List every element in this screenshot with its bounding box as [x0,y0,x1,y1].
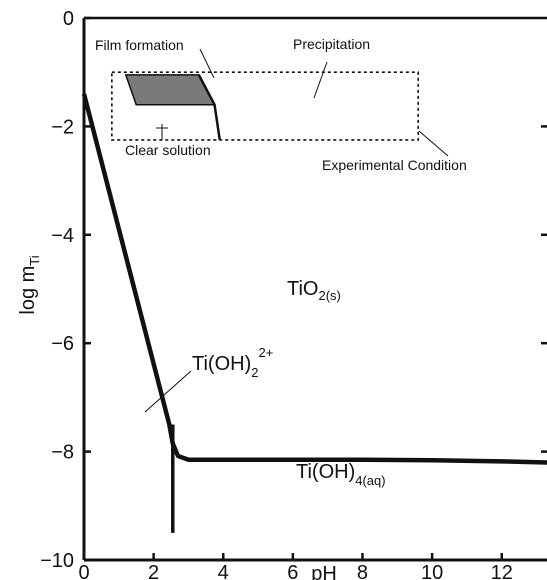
y-ticks: 0 −2 −4 −6 −8 −10 [40,8,91,572]
y-tick-label: −2 [51,116,74,138]
x-tick-label: 10 [421,562,443,580]
right-ticks [541,125,547,453]
clear-solution-label: Clear solution [125,142,211,158]
tioh2-region-label: Ti(OH)22+ [192,345,273,380]
precipitation-label: Precipitation [293,36,370,52]
film-formation-label: Film formation [95,37,184,53]
y-tick-label: −4 [51,225,74,247]
y-tick-label: −6 [51,333,74,355]
y-axis-title: log mTi [17,255,42,314]
tioh2-leader [144,370,192,413]
experimental-condition-label: Experimental Condition [322,157,467,173]
x-tick-label: 0 [78,562,89,580]
x-ticks: 0 2 4 6 8 10 12 [78,553,513,580]
experimental-leader [418,130,449,157]
x-tick-label: 4 [218,562,229,580]
film-boundary-line [197,74,222,141]
y-tick-label: −10 [40,550,74,572]
y-tick-label: −8 [51,442,74,464]
x-tick-label: 6 [287,562,298,580]
tioh4-region-label: Ti(OH)4(aq) [296,461,386,488]
x-tick-label: 2 [148,562,159,580]
x-tick-label: 12 [491,562,513,580]
tio2-region-label: TiO2(s) [287,278,341,303]
y-tick-label: 0 [63,8,74,30]
film-leader [199,48,215,79]
x-axis-title: pH [311,563,337,580]
precipitation-leader [313,61,328,99]
x-tick-label: 8 [357,562,368,580]
experimental-condition-box [111,71,419,141]
